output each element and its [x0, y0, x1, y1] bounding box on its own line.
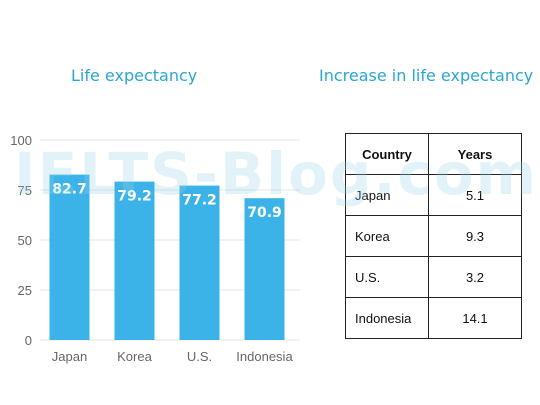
country-cell: Korea	[345, 215, 429, 257]
country-cell: Indonesia	[345, 297, 429, 339]
data-label: 82.7	[52, 182, 87, 198]
table-row: U.S. 3.2	[345, 256, 522, 298]
table-row: Korea 9.3	[345, 215, 522, 257]
column-header-country: Country	[345, 133, 429, 175]
y-tick-label: 100	[10, 133, 32, 148]
bar-chart: 0 25 50 75 100 82.7 Japan 79.2 Korea 77.2 U.S. 70.9…	[10, 133, 300, 364]
years-cell: 5.1	[428, 174, 522, 216]
table-title: Increase in life expectancy	[319, 66, 534, 85]
column-header-years: Years	[428, 133, 522, 175]
years-cell: 9.3	[428, 215, 522, 257]
bar	[114, 181, 155, 340]
x-tick-label: U.S.	[187, 349, 212, 364]
table-row: Japan 5.1	[345, 174, 522, 216]
bar	[244, 198, 285, 340]
life-expectancy-increase-table: Country Years Japan 5.1 Korea 9.3 U.S. 3…	[345, 133, 522, 339]
x-tick-label: Indonesia	[236, 349, 293, 364]
table-row: Indonesia 14.1	[345, 297, 522, 339]
years-cell: 14.1	[428, 297, 522, 339]
data-label: 79.2	[117, 189, 152, 205]
bar	[179, 185, 220, 340]
data-label: 70.9	[247, 205, 282, 221]
x-tick-label: Korea	[117, 349, 152, 364]
y-tick-label: 50	[18, 233, 32, 248]
y-tick-label: 0	[25, 333, 32, 348]
data-label: 77.2	[182, 193, 217, 209]
y-tick-label: 25	[18, 283, 32, 298]
country-cell: U.S.	[345, 256, 429, 298]
bar	[49, 174, 90, 340]
table-header-row: Country Years	[345, 133, 522, 175]
chart-title: Life expectancy	[71, 66, 198, 85]
x-tick-label: Japan	[52, 349, 87, 364]
y-tick-label: 75	[18, 183, 32, 198]
country-cell: Japan	[345, 174, 429, 216]
years-cell: 3.2	[428, 256, 522, 298]
